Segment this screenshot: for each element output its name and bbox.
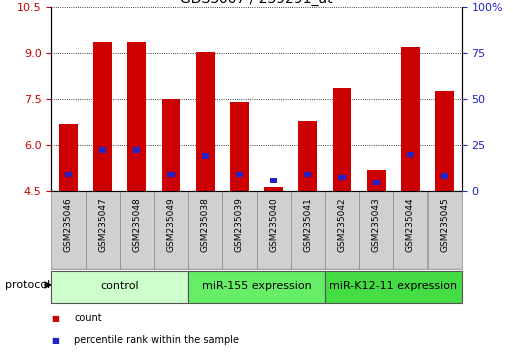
Bar	[236, 172, 243, 177]
Text: GSM235046: GSM235046	[64, 198, 73, 252]
Bar	[93, 42, 112, 191]
Bar	[339, 175, 346, 181]
Text: count: count	[74, 313, 102, 323]
Text: GSM235038: GSM235038	[201, 198, 210, 252]
Bar	[304, 172, 311, 177]
Bar	[162, 99, 181, 191]
Bar	[86, 191, 120, 269]
Bar	[51, 271, 188, 303]
Text: GSM235042: GSM235042	[338, 198, 346, 252]
Bar	[359, 191, 393, 269]
Bar	[291, 191, 325, 269]
Text: GSM235044: GSM235044	[406, 198, 415, 252]
Text: GSM235043: GSM235043	[372, 198, 381, 252]
Text: GSM235045: GSM235045	[440, 198, 449, 252]
Bar	[270, 178, 277, 183]
Bar	[167, 172, 174, 177]
Bar	[99, 147, 106, 153]
Bar	[133, 147, 141, 153]
Bar	[230, 102, 249, 191]
Text: GSM235047: GSM235047	[98, 198, 107, 252]
Bar	[196, 52, 214, 191]
Text: GSM235048: GSM235048	[132, 198, 141, 252]
Bar	[222, 191, 256, 269]
Bar	[127, 42, 146, 191]
Bar	[202, 153, 209, 159]
Bar	[154, 191, 188, 269]
Bar	[441, 173, 448, 179]
Text: GSM235041: GSM235041	[303, 198, 312, 252]
Text: miR-155 expression: miR-155 expression	[202, 281, 311, 291]
Bar	[435, 91, 454, 191]
Bar	[51, 191, 86, 269]
Text: protocol: protocol	[5, 280, 50, 290]
Text: GSM235039: GSM235039	[235, 198, 244, 252]
Bar	[299, 121, 317, 191]
Bar	[393, 191, 427, 269]
Bar	[256, 191, 291, 269]
Bar	[372, 179, 380, 185]
Title: GDS3007 / 239291_at: GDS3007 / 239291_at	[180, 0, 333, 6]
Bar	[59, 124, 78, 191]
Bar	[65, 172, 72, 177]
Text: percentile rank within the sample: percentile rank within the sample	[74, 335, 240, 345]
Bar	[188, 191, 222, 269]
Bar	[407, 152, 414, 158]
Bar	[367, 170, 386, 191]
Bar	[120, 191, 154, 269]
Text: ■: ■	[51, 314, 59, 323]
Bar	[264, 187, 283, 191]
Bar	[325, 191, 359, 269]
Text: GSM235049: GSM235049	[167, 198, 175, 252]
Text: GSM235040: GSM235040	[269, 198, 278, 252]
Bar	[325, 271, 462, 303]
Text: miR-K12-11 expression: miR-K12-11 expression	[329, 281, 458, 291]
Text: ■: ■	[51, 336, 59, 345]
Bar	[401, 47, 420, 191]
Text: control: control	[101, 281, 139, 291]
Bar	[427, 191, 462, 269]
Bar	[188, 271, 325, 303]
Bar	[332, 88, 351, 191]
